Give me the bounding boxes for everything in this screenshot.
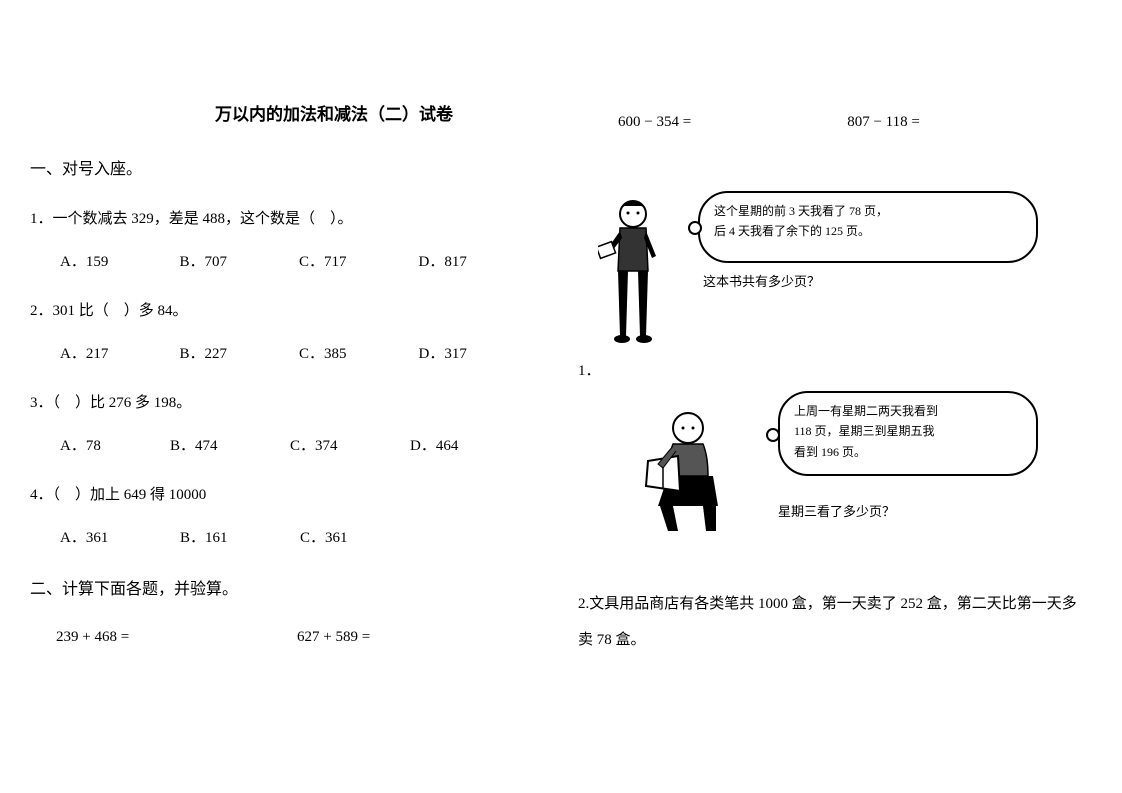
cloud-tail-icon [766,428,780,442]
exam-title: 万以内的加法和减法（二）试卷 [30,100,538,125]
q2-opt-a: A．217 [60,342,180,363]
word-q1-label: 1． [578,359,1086,380]
q3-opt-a: A．78 [60,434,170,455]
word-problem-2: 2.文具用品商店有各类笔共 1000 盒，第一天卖了 252 盒，第二天比第一天… [578,586,1086,658]
bubble1-line1: 这个星期的前 3 天我看了 78 页， [714,201,1022,221]
q2-opt-c: C．385 [299,342,419,363]
bubble2-line1: 上周一有星期二两天我看到 [794,401,1022,421]
question-3-options: A．78 B．474 C．374 D．464 [60,434,538,455]
section-1-heading: 一、对号入座。 [30,155,538,179]
q4-opt-b: B．161 [180,526,300,547]
illustration-2: 上周一有星期二两天我看到 118 页，星期三到星期五我 看到 196 页。 星期… [578,386,1086,556]
q4-opt-c: C．361 [300,526,420,547]
calc-a: 239 + 468 = [56,629,297,646]
calc-d: 807 − 118 = [847,114,1086,131]
illustration-1: 这个星期的前 3 天我看了 78 页， 后 4 天我看了余下的 125 页。 这… [578,191,1086,351]
speech-bubble-2: 上周一有星期二两天我看到 118 页，星期三到星期五我 看到 196 页。 [778,391,1038,476]
bubble2-question: 星期三看了多少页？ [778,501,895,520]
left-column: 万以内的加法和减法（二）试卷 一、对号入座。 1．一个数减去 329，差是 48… [30,100,558,750]
q3-opt-d: D．464 [410,434,530,455]
speech-bubble-1: 这个星期的前 3 天我看了 78 页， 后 4 天我看了余下的 125 页。 [698,191,1038,263]
bubble1-line2: 后 4 天我看了余下的 125 页。 [714,221,1022,241]
exam-page: 万以内的加法和减法（二）试卷 一、对号入座。 1．一个数减去 329，差是 48… [30,100,1092,750]
q2-opt-b: B．227 [180,342,300,363]
q1-opt-b: B．707 [180,250,300,271]
question-4: 4．（ ）加上 649 得 10000 [30,483,538,504]
q1-opt-d: D．817 [419,250,539,271]
q1-opt-a: A．159 [60,250,180,271]
calc-row-2: 600 − 354 = 807 − 118 = [578,114,1086,131]
question-1-options: A．159 B．707 C．717 D．817 [60,250,538,271]
bubble1-question: 这本书共有多少页？ [703,271,820,290]
q2-opt-d: D．317 [419,342,539,363]
cloud-tail-icon [688,221,702,235]
question-4-options: A．361 B．161 C．361 [60,526,538,547]
calc-b: 627 + 589 = [297,629,538,646]
section-2-heading: 二、计算下面各题，并验算。 [30,575,538,599]
calc-row-1: 239 + 468 = 627 + 589 = [56,629,538,646]
calc-c: 600 − 354 = [618,114,847,131]
standing-child-icon [598,196,668,346]
right-column: 600 − 354 = 807 − 118 = 这个星期的前 3 天我看了 78… [558,100,1086,750]
question-1: 1．一个数减去 329，差是 488，这个数是（ ）。 [30,207,538,228]
bubble2-line3: 看到 196 页。 [794,442,1022,462]
sitting-child-icon [618,406,738,536]
question-2-options: A．217 B．227 C．385 D．317 [60,342,538,363]
question-3: 3．（ ）比 276 多 198。 [30,391,538,412]
q4-opt-a: A．361 [60,526,180,547]
question-2: 2．301 比（ ）多 84。 [30,299,538,320]
q1-opt-c: C．717 [299,250,419,271]
q3-opt-c: C．374 [290,434,410,455]
bubble2-line2: 118 页，星期三到星期五我 [794,421,1022,441]
q3-opt-b: B．474 [170,434,290,455]
